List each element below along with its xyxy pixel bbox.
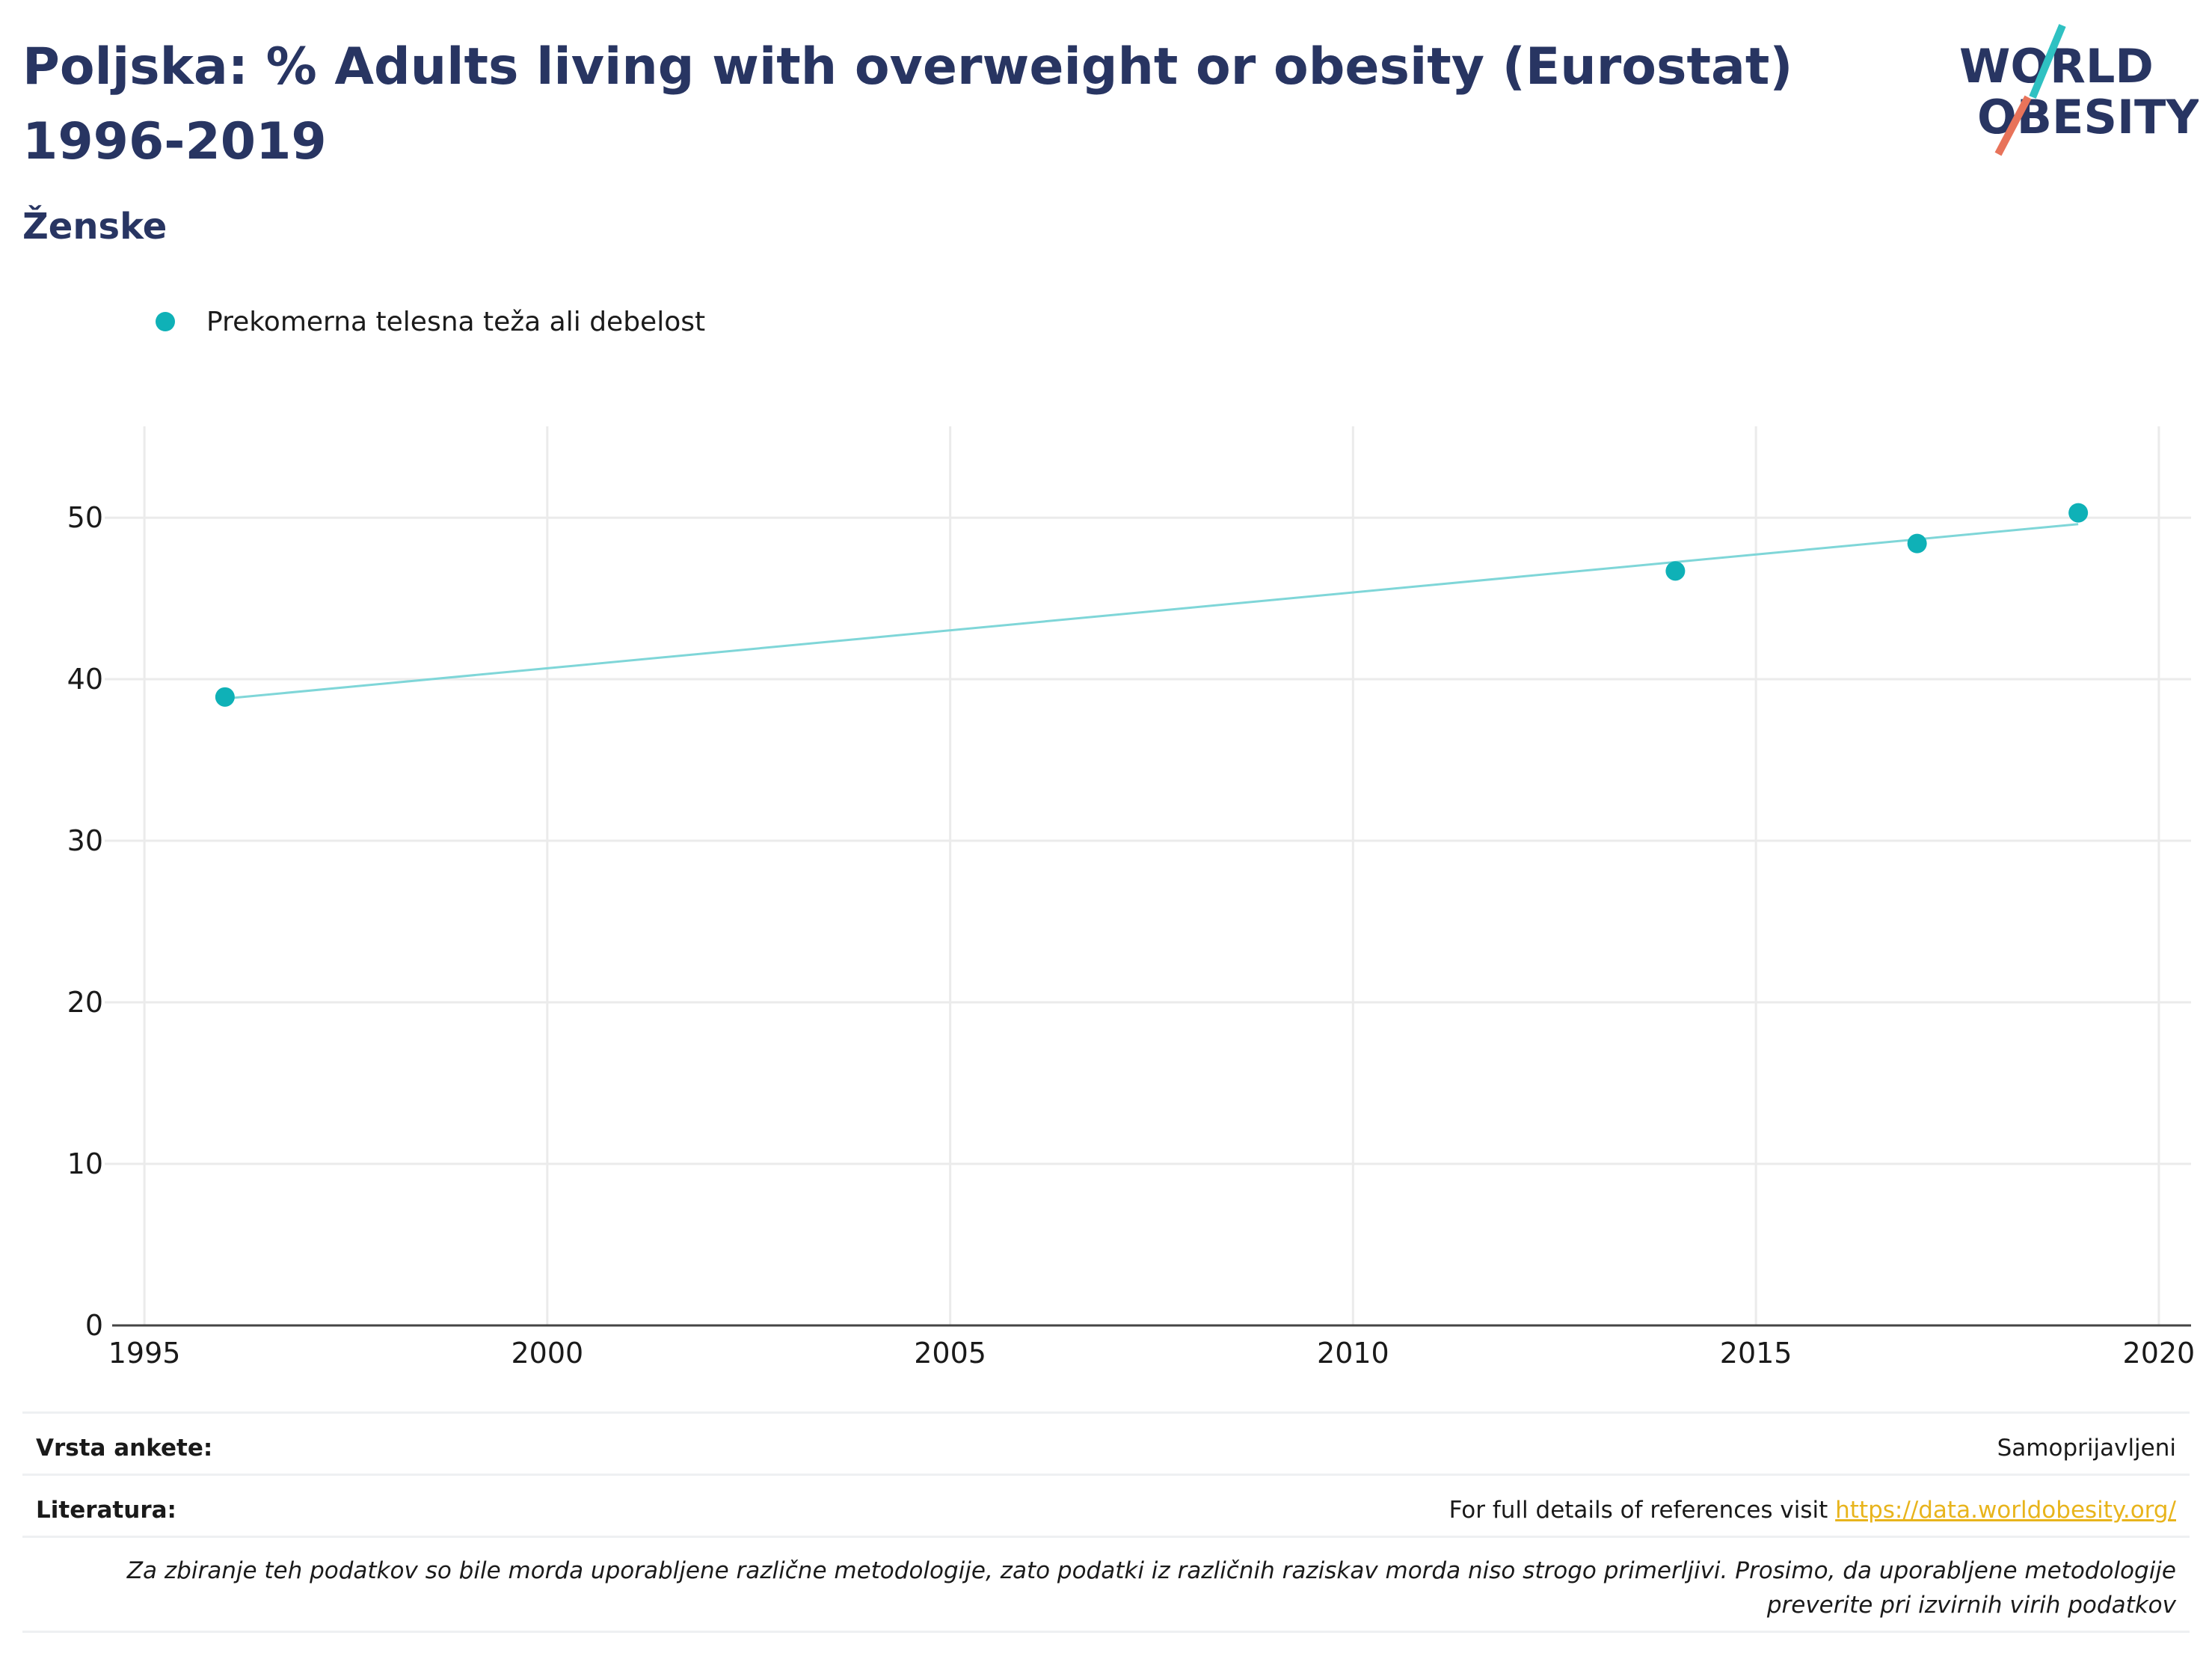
footer-divider bbox=[22, 1474, 2190, 1476]
data-point bbox=[1665, 561, 1686, 581]
y-axis-ticks: 0 10 20 30 40 50 bbox=[67, 501, 103, 1342]
survey-type-label: Vrsta ankete: bbox=[36, 1435, 213, 1462]
grid-vertical bbox=[143, 426, 2160, 1325]
references-text-wrap: For full details of references visit htt… bbox=[1449, 1497, 2176, 1524]
y-tick-label: 50 bbox=[67, 501, 103, 534]
logo-slash-teal bbox=[2029, 24, 2066, 99]
grid-horizontal bbox=[105, 516, 2191, 1165]
logo-slash-coral bbox=[1994, 95, 2032, 156]
x-axis-ticks: 1995 2000 2005 2010 2015 2020 bbox=[108, 1337, 2196, 1370]
footer-divider bbox=[22, 1631, 2190, 1633]
references-row: Literatura: For full details of referenc… bbox=[36, 1497, 2176, 1524]
x-tick-label: 2005 bbox=[914, 1337, 986, 1370]
legend-label: Prekomerna telesna teža ali debelost bbox=[206, 306, 706, 337]
methodology-note: Za zbiranje teh podatkov so bile morda u… bbox=[126, 1557, 2176, 1619]
footer-divider bbox=[22, 1411, 2190, 1414]
x-tick-label: 2000 bbox=[511, 1337, 584, 1370]
data-point bbox=[2068, 503, 2089, 523]
world-obesity-logo: WORLD OBESITY bbox=[1959, 24, 2199, 156]
references-text: For full details of references visit bbox=[1448, 1497, 1836, 1524]
y-tick-label: 10 bbox=[67, 1147, 103, 1180]
legend[interactable]: Prekomerna telesna teža ali debelost bbox=[156, 299, 705, 344]
x-tick-label: 2010 bbox=[1317, 1337, 1389, 1370]
data-point bbox=[215, 687, 235, 707]
footer-divider bbox=[22, 1536, 2190, 1538]
data-points bbox=[215, 503, 2089, 707]
chart-subtitle: Ženske bbox=[22, 206, 168, 248]
references-link[interactable]: https://data.worldobesity.org/ bbox=[1835, 1497, 2176, 1524]
trend-line bbox=[224, 523, 2079, 700]
x-tick-label: 2015 bbox=[1720, 1337, 1792, 1370]
legend-marker bbox=[156, 312, 175, 331]
data-point bbox=[1907, 533, 1927, 554]
y-tick-label: 40 bbox=[67, 663, 103, 696]
x-tick-label: 2020 bbox=[2123, 1337, 2196, 1370]
y-tick-label: 30 bbox=[67, 824, 103, 857]
scatter-chart: 0 10 20 30 40 50 1995 2000 2005 2010 2015 2020 bbox=[67, 426, 2196, 1370]
y-tick-label: 20 bbox=[67, 986, 103, 1019]
x-tick-label: 1995 bbox=[108, 1337, 181, 1370]
y-tick-label: 0 bbox=[85, 1309, 103, 1342]
survey-type-value: Samoprijavljeni bbox=[1997, 1435, 2176, 1462]
references-label: Literatura: bbox=[36, 1497, 176, 1524]
chart-title: Poljska: % Adults living with overweight… bbox=[22, 37, 1793, 171]
survey-type-row: Vrsta ankete: Samoprijavljeni bbox=[36, 1435, 2176, 1462]
